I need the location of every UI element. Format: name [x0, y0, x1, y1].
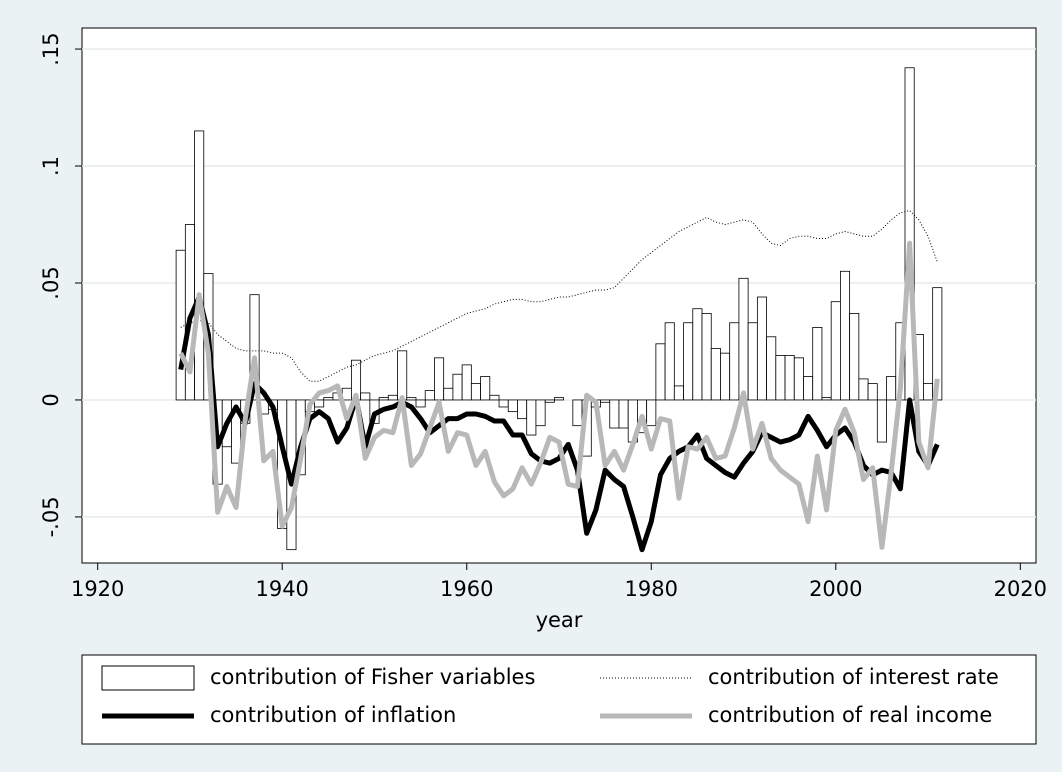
- bar: [618, 399, 629, 429]
- bar: [600, 399, 611, 403]
- y-tick-label: .1: [39, 156, 63, 176]
- x-tick-label: 1980: [625, 577, 678, 601]
- bar: [517, 399, 528, 420]
- bar: [840, 270, 851, 401]
- y-tick-label: .15: [39, 32, 63, 65]
- bar: [544, 399, 555, 403]
- bar: [489, 394, 500, 401]
- legend-label: contribution of inflation: [210, 703, 456, 727]
- x-tick-label: 1920: [71, 577, 124, 601]
- y-tick-label: 0: [39, 393, 63, 406]
- bar: [526, 399, 537, 436]
- legend: [81, 654, 1037, 745]
- bar: [803, 376, 814, 401]
- bar: [415, 399, 426, 408]
- bar: [507, 399, 518, 413]
- bar: [867, 383, 878, 401]
- bar: [194, 130, 205, 401]
- bar: [775, 355, 786, 401]
- bar: [434, 357, 445, 401]
- bar: [470, 383, 481, 401]
- bar: [175, 249, 186, 401]
- line: [180, 209, 938, 382]
- plot-area: [81, 27, 1037, 564]
- bar: [655, 343, 666, 401]
- y-tick-label: -.05: [39, 496, 63, 537]
- bar: [664, 322, 675, 401]
- bar: [858, 378, 869, 401]
- line: [178, 240, 940, 550]
- bar: [683, 322, 694, 401]
- bar: [406, 397, 417, 401]
- legend-label: contribution of real income: [708, 703, 992, 727]
- bar: [387, 394, 398, 401]
- bar: [498, 399, 509, 408]
- bar: [738, 277, 749, 401]
- bar: [830, 301, 841, 401]
- bar: [821, 397, 832, 401]
- bar: [480, 376, 491, 401]
- bar: [673, 385, 684, 401]
- bar: [784, 355, 795, 401]
- bar: [424, 390, 435, 401]
- bar: [766, 336, 777, 401]
- x-axis-label: year: [536, 608, 583, 632]
- bar: [812, 327, 823, 401]
- bar: [397, 350, 408, 401]
- legend-swatch: [101, 665, 195, 691]
- bar: [710, 348, 721, 401]
- bar: [231, 399, 242, 464]
- x-tick-label: 2020: [994, 577, 1047, 601]
- bar: [553, 397, 565, 401]
- bar: [876, 399, 887, 443]
- bar: [692, 308, 703, 401]
- bar: [249, 294, 260, 401]
- x-tick-label: 1960: [440, 577, 493, 601]
- bar: [323, 397, 334, 401]
- bar: [793, 357, 804, 401]
- bar: [535, 399, 546, 427]
- x-tick-label: 2000: [809, 577, 862, 601]
- bar: [452, 373, 463, 401]
- bar: [646, 399, 657, 427]
- bar: [461, 364, 472, 401]
- legend-label: contribution of Fisher variables: [210, 665, 535, 689]
- bar: [378, 397, 389, 401]
- bar: [360, 392, 371, 401]
- bar: [747, 322, 758, 401]
- bar: [609, 399, 620, 429]
- bar: [849, 312, 860, 401]
- bar: [572, 399, 583, 427]
- legend-label: contribution of interest rate: [708, 665, 999, 689]
- x-tick-label: 1940: [255, 577, 308, 601]
- bar: [923, 383, 934, 401]
- bar: [886, 376, 897, 401]
- bar: [314, 399, 325, 408]
- bar: [729, 322, 740, 401]
- bar: [720, 352, 731, 401]
- y-tick-label: .05: [39, 266, 63, 299]
- bar: [756, 296, 767, 401]
- bar: [443, 387, 454, 401]
- bar: [701, 312, 712, 401]
